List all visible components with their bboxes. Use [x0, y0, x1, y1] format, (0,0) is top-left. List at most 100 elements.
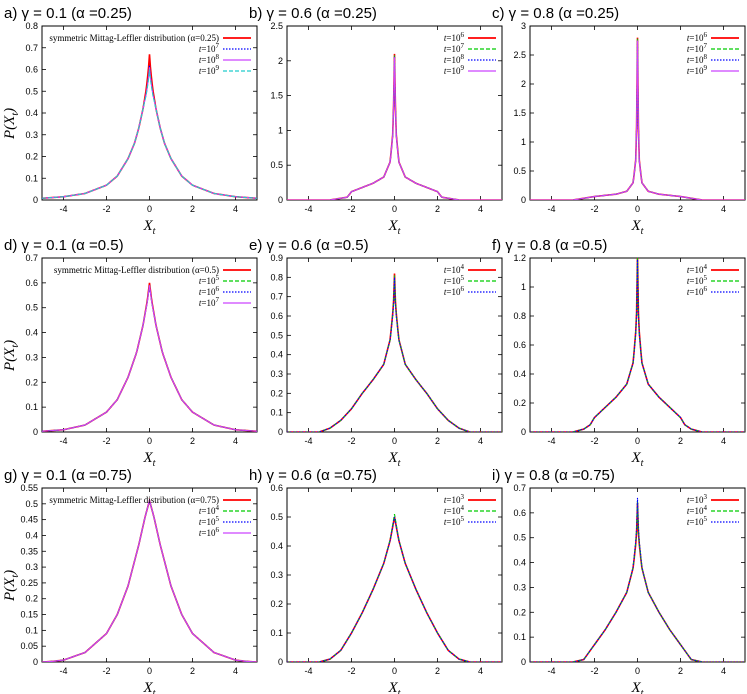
- x-tick-label: 4: [721, 436, 726, 446]
- series-line-2: [42, 498, 257, 662]
- legend-label: t=103: [687, 493, 708, 505]
- series-line-3: [42, 498, 257, 662]
- y-tick-label: 1: [278, 125, 283, 135]
- x-tick-label: 4: [721, 666, 726, 676]
- y-tick-label: 0.45: [20, 515, 38, 525]
- y-tick-label: 0.5: [25, 303, 38, 313]
- x-tick-label: -2: [102, 204, 110, 214]
- y-tick-label: 0.5: [513, 166, 526, 176]
- x-axis-label: Xt: [631, 218, 644, 237]
- y-tick-label: 0: [33, 657, 38, 667]
- x-tick-label: -4: [59, 204, 67, 214]
- x-tick-label: -2: [347, 204, 355, 214]
- legend-label: t=105: [444, 515, 465, 527]
- x-tick-label: 4: [478, 666, 483, 676]
- x-axis-label: Xt: [143, 218, 156, 237]
- y-axis-label: P(Xt): [2, 340, 21, 372]
- x-axis-label: Xt: [631, 680, 644, 694]
- legend-label: t=107: [444, 42, 465, 54]
- panel-d: d) γ = 0.1 (α =0.5) -4 -2 0 2 4 0 0.1 0.2 0.3 0.4 0…: [2, 237, 258, 469]
- y-tick-label: 0: [33, 427, 38, 437]
- x-tick-label: -2: [102, 666, 110, 676]
- y-tick-label: 0.1: [25, 173, 38, 183]
- y-tick-label: 0.6: [25, 65, 38, 75]
- x-tick-label: -2: [347, 436, 355, 446]
- legend-label: t=108: [444, 53, 465, 65]
- series-line-0: [287, 516, 502, 662]
- y-tick-label: 0.3: [25, 130, 38, 140]
- x-tick-label: -4: [304, 204, 312, 214]
- series-line-2: [287, 516, 502, 662]
- series-line-1: [530, 38, 745, 200]
- y-tick-label: 0.5: [25, 86, 38, 96]
- legend-label: t=109: [687, 64, 708, 76]
- y-tick-label: 0.4: [25, 108, 38, 118]
- legend-label: t=106: [199, 526, 220, 538]
- series-line-1: [42, 498, 257, 662]
- legend-label: t=105: [687, 515, 708, 527]
- legend-label: t=105: [687, 274, 708, 286]
- series-line-1: [42, 65, 257, 199]
- legend-label: t=109: [199, 64, 220, 76]
- legend-label: t=107: [687, 42, 708, 54]
- panel-c: c) γ = 0.8 (α =0.25) -4 -2 0 2 4 0 0.5 1 1.5 2 2.5 3…: [492, 5, 746, 237]
- x-axis-label: Xt: [388, 218, 401, 237]
- x-axis-label: Xt: [143, 450, 156, 469]
- y-tick-label: 1: [521, 137, 526, 147]
- y-tick-label: 0.8: [270, 272, 283, 282]
- x-tick-label: -4: [304, 666, 312, 676]
- panel-f: f) γ = 0.8 (α =0.5) -4 -2 0 2 4 0 0.2 0.4 0.6 0.8 1…: [492, 237, 746, 469]
- y-tick-label: 0.7: [25, 253, 38, 263]
- y-tick-label: 1.5: [513, 108, 526, 118]
- legend-label: t=107: [199, 296, 220, 308]
- x-tick-label: -4: [547, 204, 555, 214]
- y-tick-label: 0: [278, 195, 283, 205]
- y-tick-label: 0.3: [513, 582, 526, 592]
- x-tick-label: -2: [590, 204, 598, 214]
- y-tick-label: 0.25: [20, 578, 38, 588]
- panel-title: c) γ = 0.8 (α =0.25): [492, 5, 619, 22]
- y-tick-label: 1.2: [513, 253, 526, 263]
- y-tick-label: 0.7: [270, 292, 283, 302]
- y-tick-label: 1.5: [270, 91, 283, 101]
- panel-e: e) γ = 0.6 (α =0.5) -4 -2 0 2 4 0 0.1 0.2 0.3 0.4 0…: [249, 237, 503, 469]
- legend-label: t=108: [199, 53, 220, 65]
- x-tick-label: 0: [392, 666, 397, 676]
- legend-label: t=104: [444, 504, 465, 516]
- panel-title: f) γ = 0.8 (α =0.5): [492, 237, 607, 254]
- y-tick-label: 0: [521, 657, 526, 667]
- x-tick-label: 4: [233, 436, 238, 446]
- series-line-0: [287, 273, 502, 432]
- y-tick-label: 0.6: [270, 311, 283, 321]
- legend-label: t=105: [444, 274, 465, 286]
- y-tick-label: 2.5: [270, 21, 283, 31]
- panel-title: i) γ = 0.8 (α =0.75): [492, 467, 615, 484]
- y-tick-label: 0.4: [25, 530, 38, 540]
- series-line-0: [42, 497, 257, 662]
- legend-label: t=106: [444, 285, 465, 297]
- y-tick-label: 0.4: [513, 369, 526, 379]
- x-axis-label: Xt: [388, 680, 401, 694]
- series-line-2: [42, 285, 257, 432]
- panel-title: d) γ = 0.1 (α =0.5): [4, 237, 124, 254]
- y-tick-label: 0: [278, 657, 283, 667]
- y-tick-label: 2: [521, 79, 526, 89]
- y-tick-label: 2.5: [513, 50, 526, 60]
- x-tick-label: 2: [435, 666, 440, 676]
- legend-label: t=106: [687, 285, 708, 297]
- legend-label: t=104: [687, 504, 708, 516]
- x-tick-label: -2: [590, 666, 598, 676]
- y-tick-label: 0.1: [25, 402, 38, 412]
- y-tick-label: 0: [33, 195, 38, 205]
- x-tick-label: 0: [147, 204, 152, 214]
- y-tick-label: 0.9: [270, 253, 283, 263]
- x-tick-label: 0: [635, 666, 640, 676]
- y-tick-label: 0.2: [25, 377, 38, 387]
- panel-title: a) γ = 0.1 (α =0.25): [4, 5, 132, 22]
- series-line-0: [42, 54, 257, 200]
- series-line-2: [530, 259, 745, 432]
- y-tick-label: 0.6: [513, 508, 526, 518]
- y-tick-label: 0.5: [270, 512, 283, 522]
- y-tick-label: 0.2: [25, 152, 38, 162]
- y-tick-label: 0.1: [513, 632, 526, 642]
